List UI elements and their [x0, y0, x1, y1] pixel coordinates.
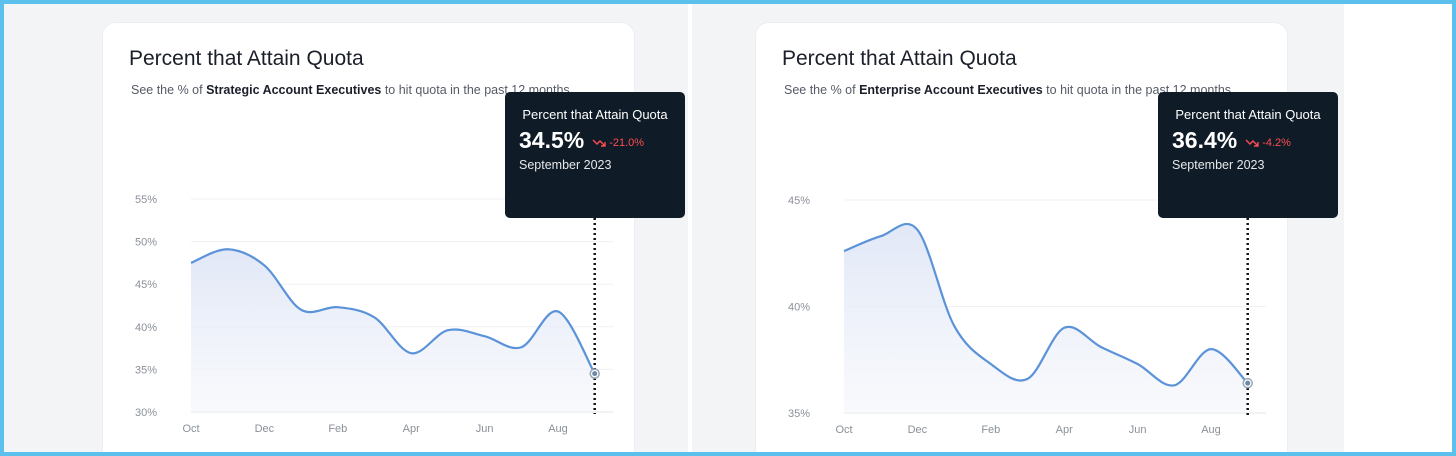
y-tick-label: 45%: [788, 195, 810, 207]
tooltip-delta: -4.2%: [1245, 137, 1291, 149]
trend-down-icon: [1245, 139, 1259, 147]
x-tick-label: Aug: [548, 423, 568, 435]
subtitle-prefix: See the % of: [131, 83, 207, 97]
y-tick-label: 35%: [788, 408, 810, 420]
tooltip-value: 36.4%: [1172, 127, 1238, 153]
x-tick-label: Oct: [182, 423, 199, 435]
chart-tooltip: Percent that Attain Quota 34.5% -21.0% S…: [505, 92, 685, 218]
x-tick-label: Dec: [255, 423, 275, 435]
line-chart-strategic[interactable]: 30% 35% 40% 45% 50% 55% Oct Dec Feb Apr Jun Aug: [103, 23, 636, 455]
x-tick-label: Jun: [476, 423, 494, 435]
tooltip-delta-value: -4.2%: [1262, 137, 1291, 149]
series-line: [190, 248, 596, 375]
tooltip-value-row: 36.4% -4.2%: [1172, 127, 1324, 154]
x-tick-label: Feb: [328, 423, 347, 435]
subtitle-segment: Strategic Account Executives: [206, 83, 382, 97]
y-tick-label: 30%: [135, 407, 157, 419]
tooltip-value: 34.5%: [519, 127, 585, 153]
x-tick-label: Aug: [1201, 424, 1221, 436]
y-tick-label: 40%: [135, 322, 157, 334]
tooltip-date: September 2023: [519, 158, 612, 172]
tooltip-value-row: 34.5% -21.0%: [519, 127, 671, 154]
tooltip-title: Percent that Attain Quota: [522, 107, 668, 122]
highlight-point: [592, 371, 598, 377]
quota-card-enterprise: Percent that Attain Quota See the % of E…: [755, 22, 1338, 455]
quota-card-strategic: Percent that Attain Quota See the % of S…: [102, 22, 685, 455]
y-tick-label: 55%: [135, 194, 157, 206]
card-title: Percent that Attain Quota: [782, 47, 1017, 70]
series-line: [843, 222, 1249, 387]
subtitle-segment: Enterprise Account Executives: [859, 83, 1043, 97]
tooltip-delta-value: -21.0%: [609, 137, 645, 149]
x-tick-label: Apr: [1056, 424, 1073, 436]
subtitle-prefix: See the % of: [784, 83, 860, 97]
series-area: [844, 223, 1248, 413]
series-area: [191, 249, 595, 412]
y-tick-label: 50%: [135, 237, 157, 249]
x-tick-label: Oct: [835, 424, 852, 436]
x-tick-label: Apr: [403, 423, 420, 435]
trend-down-icon: [592, 139, 606, 147]
chart-tooltip: Percent that Attain Quota 36.4% -4.2% Se…: [1158, 92, 1338, 218]
y-tick-label: 40%: [788, 302, 810, 314]
x-tick-label: Jun: [1129, 424, 1147, 436]
line-chart-enterprise[interactable]: 35% 40% 45% Oct Dec Feb Apr Jun Aug: [756, 23, 1289, 455]
x-tick-label: Feb: [981, 424, 1000, 436]
y-tick-label: 35%: [135, 364, 157, 376]
tooltip-title: Percent that Attain Quota: [1175, 107, 1321, 122]
tooltip-date: September 2023: [1172, 158, 1265, 172]
highlight-point: [1245, 380, 1251, 386]
x-tick-label: Dec: [908, 424, 928, 436]
tooltip-delta: -21.0%: [592, 137, 644, 149]
y-tick-label: 45%: [135, 279, 157, 291]
card-title: Percent that Attain Quota: [129, 47, 364, 70]
